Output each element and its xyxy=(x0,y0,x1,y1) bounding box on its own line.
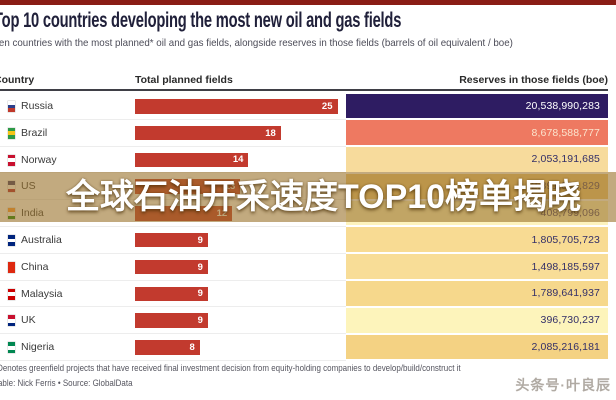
reserves-cell: 20,538,990,283 xyxy=(346,93,608,119)
chart-subtitle: Ten countries with the most planned* oil… xyxy=(0,37,513,49)
planned-fields-value: 9 xyxy=(197,288,203,300)
table-row: Norway 14 2,053,191,685 xyxy=(0,147,616,174)
column-header-planned-fields: Total planned fields xyxy=(135,74,233,86)
planned-fields-bar: 9 xyxy=(135,313,208,328)
row-divider xyxy=(0,252,346,254)
table-body: Russia 25 20,538,990,283 Brazil 18 8,678,588,… xyxy=(0,93,616,361)
credit-line: Table: Nick Ferris • Source: GlobalData xyxy=(0,378,133,389)
chart-title: Top 10 countries developing the most new… xyxy=(0,9,402,32)
flag-icon xyxy=(8,261,15,273)
planned-fields-bar: 9 xyxy=(135,259,208,275)
table-header: Country Total planned fields Reserves in… xyxy=(0,74,616,90)
planned-fields-bar: 25 xyxy=(135,99,338,114)
reserves-cell: 2,053,191,685 xyxy=(346,147,608,172)
country-label: Russia xyxy=(21,100,54,112)
country-label: Malaysia xyxy=(21,287,63,300)
flag-icon xyxy=(8,127,15,139)
planned-fields-value: 18 xyxy=(265,127,276,139)
planned-fields-value: 9 xyxy=(197,315,203,327)
row-divider xyxy=(0,118,346,120)
reserves-cell: 1,789,641,937 xyxy=(346,281,608,306)
row-divider xyxy=(0,145,346,147)
planned-fields-value: 25 xyxy=(321,100,333,112)
watermark: 头条号·叶良辰 xyxy=(515,377,611,393)
reserves-value: 1,805,705,723 xyxy=(531,233,600,246)
footnote: *Denotes greenfield projects that have r… xyxy=(0,363,461,374)
row-divider xyxy=(0,333,346,335)
country-label: Nigeria xyxy=(21,341,55,354)
country-label: Brazil xyxy=(21,126,48,139)
country-label: China xyxy=(21,260,49,273)
flag-icon xyxy=(8,315,15,327)
row-divider xyxy=(0,359,346,361)
table-row: Nigeria 8 2,085,216,181 xyxy=(0,334,616,361)
reserves-value: 8,678,588,777 xyxy=(531,126,600,139)
planned-fields-bar: 18 xyxy=(135,125,281,141)
row-divider xyxy=(0,225,346,227)
reserves-cell: 396,730,237 xyxy=(346,307,608,333)
table-row: Russia 25 20,538,990,283 xyxy=(0,93,616,120)
planned-fields-value: 8 xyxy=(189,341,195,353)
flag-icon xyxy=(8,234,15,246)
row-divider xyxy=(0,306,346,308)
flag-icon xyxy=(8,154,15,166)
reserves-cell: 1,498,185,597 xyxy=(346,254,608,280)
headline-overlay-text: 全球石油开采速度TOP10榜单揭晓 xyxy=(66,178,582,216)
planned-fields-value: 14 xyxy=(232,154,244,166)
country-label: UK xyxy=(21,314,36,327)
table-row: Malaysia 9 1,789,641,937 xyxy=(0,281,616,308)
header-divider xyxy=(0,89,608,91)
reserves-value: 1,789,641,937 xyxy=(531,287,600,300)
country-label: Australia xyxy=(21,233,62,246)
flag-icon xyxy=(8,288,15,300)
table-row: UK 9 396,730,237 xyxy=(0,307,616,335)
reserves-cell: 2,085,216,181 xyxy=(346,334,608,360)
planned-fields-bar: 9 xyxy=(135,286,208,302)
reserves-value: 2,053,191,685 xyxy=(531,153,600,166)
flag-icon xyxy=(8,342,15,354)
top-red-strip xyxy=(0,0,616,5)
country-label: Norway xyxy=(21,153,57,166)
reserves-value: 2,085,216,181 xyxy=(531,341,600,354)
column-header-country: Country xyxy=(0,74,35,86)
headline-overlay-band: 全球石油开采速度TOP10榜单揭晓 xyxy=(0,172,616,222)
planned-fields-bar: 9 xyxy=(135,232,208,248)
reserves-cell: 8,678,588,777 xyxy=(346,120,608,146)
planned-fields-bar: 14 xyxy=(135,152,249,168)
reserves-value: 20,538,990,283 xyxy=(525,99,600,112)
flag-icon xyxy=(8,101,15,113)
table-row: Australia 9 1,805,705,723 xyxy=(0,227,616,254)
reserves-value: 396,730,237 xyxy=(540,314,600,327)
table-row: China 9 1,498,185,597 xyxy=(0,254,616,281)
column-header-reserves: Reserves in those fields (boe) xyxy=(459,74,608,86)
planned-fields-value: 9 xyxy=(197,261,203,273)
row-divider xyxy=(0,279,346,281)
planned-fields-bar: 8 xyxy=(135,340,200,355)
reserves-value: 1,498,185,597 xyxy=(531,260,600,273)
reserves-cell: 1,805,705,723 xyxy=(346,227,608,253)
table-row: Brazil 18 8,678,588,777 xyxy=(0,120,616,147)
planned-fields-value: 9 xyxy=(197,234,203,246)
